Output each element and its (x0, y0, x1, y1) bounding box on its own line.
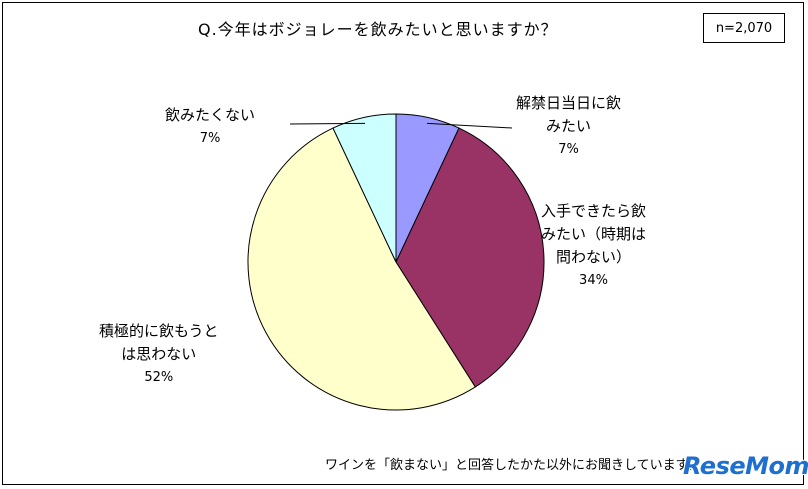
slice-percent: 7% (199, 131, 221, 146)
slice-label-text: 解禁日当日に飲 (516, 94, 622, 112)
resemom-logo: ReseMom (683, 452, 808, 480)
sample-size-box: n=2,070 (703, 13, 785, 43)
slice-do-not-want (332, 113, 397, 263)
slice-label-text: は思わない (121, 345, 197, 363)
slice-label-text: みたい（時期は (541, 225, 647, 243)
slice-label-do-not-want: 飲みたくない 7% (165, 104, 255, 150)
slice-label-text: みたい (546, 117, 592, 135)
leader-line-do-not-want (289, 122, 366, 125)
slice-label-text: 飲みたくない (165, 106, 256, 124)
slice-if-available (395, 127, 545, 388)
slice-label-text: 入手できたら飲 (541, 202, 647, 220)
slice-percent: 7% (558, 142, 579, 157)
slice-label-launch-day: 解禁日当日に飲 みたい 7% (516, 92, 621, 161)
slice-label-not-actively: 積極的に飲もうと は思わない 52% (99, 320, 219, 389)
chart-title: Q.今年はボジョレーを飲みたいと思いますか？ (198, 20, 558, 39)
slice-label-text: 問わない） (556, 248, 632, 266)
slice-label-if-available: 入手できたら飲 みたい（時期は 問わない） 34% (541, 200, 646, 292)
slice-not-actively (247, 127, 476, 411)
slice-percent: 52% (144, 370, 174, 385)
leader-line-launch-day (426, 122, 513, 129)
slice-label-text: 積極的に飲もうと (99, 322, 219, 340)
slice-percent: 34% (579, 273, 608, 288)
footnote: ワインを「飲まない」と回答したかた以外にお聞きしています。 (325, 458, 701, 473)
